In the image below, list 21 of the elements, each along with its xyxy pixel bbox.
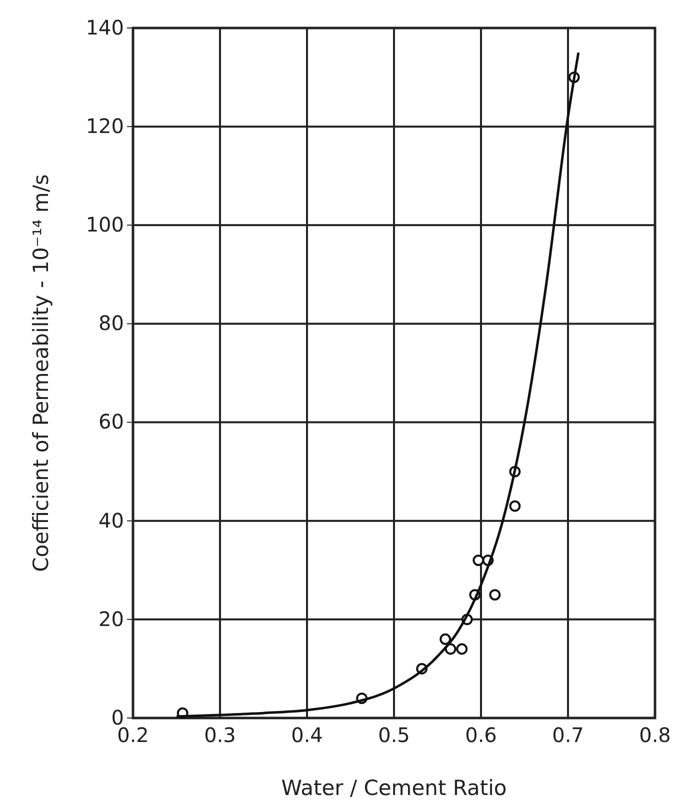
x-axis-title: Water / Cement Ratio [281, 776, 507, 800]
x-tick-label: 0.4 [291, 723, 323, 748]
y-tick-label: 60 [98, 410, 124, 434]
point [456, 643, 468, 655]
x-tick-label: 0.8 [639, 723, 671, 748]
x-tick-label: 0.7 [552, 723, 584, 748]
x-tick-label: 0.5 [378, 723, 410, 748]
y-tick-label: 140 [86, 15, 124, 40]
y-axis-title: Coefficient of Permeability - 10⁻¹⁴ m/s [29, 174, 53, 572]
y-tick-label: 40 [98, 508, 124, 532]
x-tick-label: 0.6 [465, 723, 497, 748]
x-tick-label: 0.3 [204, 723, 236, 748]
point [440, 633, 452, 645]
y-tick-label: 100 [86, 212, 124, 237]
point [472, 554, 484, 566]
point [489, 589, 501, 600]
line-series [175, 51, 580, 718]
y-tick-label: 120 [86, 114, 124, 138]
point [509, 500, 521, 512]
y-tick-label: 80 [98, 311, 124, 336]
y-tick-label: 20 [98, 606, 124, 631]
